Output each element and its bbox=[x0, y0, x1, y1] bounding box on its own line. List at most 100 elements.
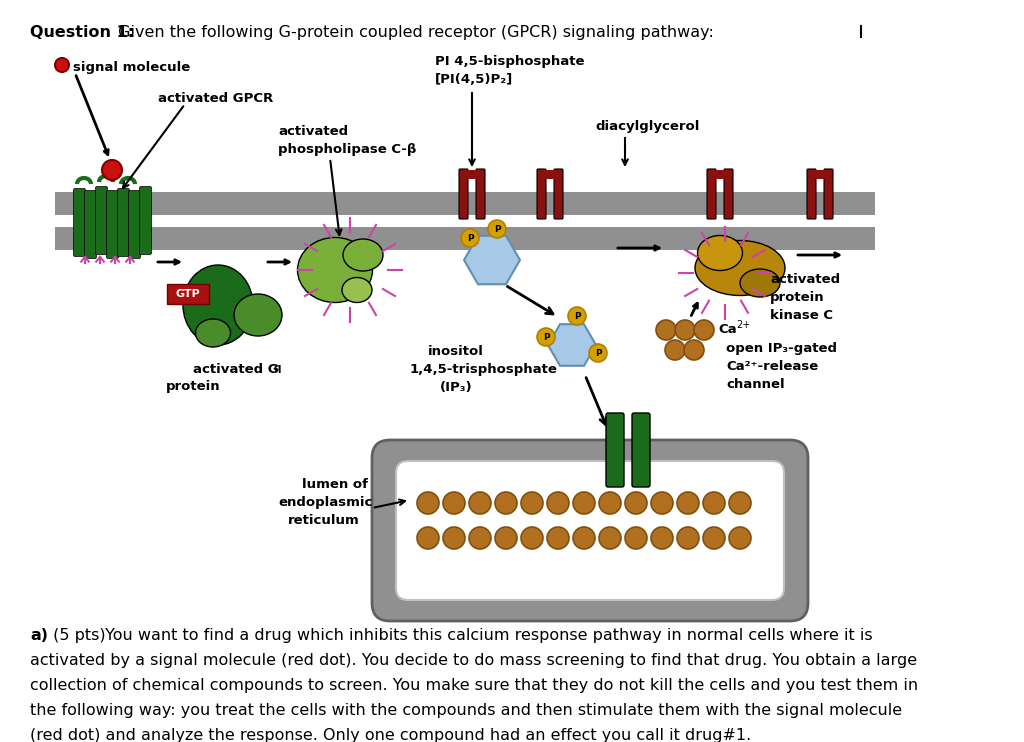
Circle shape bbox=[461, 229, 479, 247]
FancyBboxPatch shape bbox=[632, 413, 650, 487]
Text: q: q bbox=[273, 363, 281, 373]
Text: protein: protein bbox=[770, 291, 824, 304]
Text: activated: activated bbox=[770, 273, 840, 286]
Polygon shape bbox=[548, 324, 596, 366]
Circle shape bbox=[495, 527, 517, 549]
FancyBboxPatch shape bbox=[824, 169, 833, 219]
FancyBboxPatch shape bbox=[167, 284, 209, 304]
Text: channel: channel bbox=[726, 378, 784, 391]
Circle shape bbox=[521, 527, 543, 549]
Circle shape bbox=[417, 527, 439, 549]
Ellipse shape bbox=[298, 237, 373, 303]
FancyBboxPatch shape bbox=[707, 169, 716, 219]
Text: protein: protein bbox=[166, 380, 220, 393]
Circle shape bbox=[599, 492, 621, 514]
Circle shape bbox=[55, 58, 69, 72]
Text: reticulum: reticulum bbox=[288, 514, 359, 527]
FancyBboxPatch shape bbox=[128, 191, 140, 258]
FancyBboxPatch shape bbox=[459, 169, 468, 219]
Text: P: P bbox=[595, 349, 601, 358]
Circle shape bbox=[651, 527, 673, 549]
Circle shape bbox=[625, 527, 647, 549]
FancyBboxPatch shape bbox=[396, 461, 784, 600]
Circle shape bbox=[568, 307, 586, 325]
FancyBboxPatch shape bbox=[95, 186, 108, 255]
Circle shape bbox=[417, 492, 439, 514]
Text: 1,4,5-trisphosphate: 1,4,5-trisphosphate bbox=[410, 363, 558, 376]
Text: [PI(4,5)P₂]: [PI(4,5)P₂] bbox=[435, 73, 513, 86]
Circle shape bbox=[443, 527, 465, 549]
Text: P: P bbox=[467, 234, 473, 243]
Text: activated by a signal molecule (red dot). You decide to do mass screening to fin: activated by a signal molecule (red dot)… bbox=[30, 653, 918, 668]
Text: You want to find a drug which inhibits this calcium response pathway in normal c: You want to find a drug which inhibits t… bbox=[100, 628, 872, 643]
Text: open IP₃-gated: open IP₃-gated bbox=[726, 342, 837, 355]
Circle shape bbox=[599, 527, 621, 549]
Circle shape bbox=[547, 527, 569, 549]
Bar bbox=[538, 170, 562, 179]
FancyBboxPatch shape bbox=[606, 413, 624, 487]
Circle shape bbox=[651, 492, 673, 514]
Circle shape bbox=[729, 527, 751, 549]
Ellipse shape bbox=[196, 319, 230, 347]
FancyBboxPatch shape bbox=[554, 169, 563, 219]
FancyBboxPatch shape bbox=[476, 169, 485, 219]
Circle shape bbox=[537, 328, 555, 346]
Bar bbox=[808, 170, 831, 179]
Circle shape bbox=[102, 160, 122, 180]
FancyBboxPatch shape bbox=[85, 191, 96, 258]
FancyBboxPatch shape bbox=[74, 188, 85, 257]
Text: Ca: Ca bbox=[718, 323, 736, 336]
Bar bbox=[55, 215, 874, 227]
Bar bbox=[708, 170, 732, 179]
Ellipse shape bbox=[343, 239, 383, 271]
Text: endoplasmic: endoplasmic bbox=[278, 496, 373, 509]
Ellipse shape bbox=[342, 278, 372, 303]
Bar bbox=[55, 192, 874, 215]
Circle shape bbox=[547, 492, 569, 514]
Ellipse shape bbox=[697, 235, 742, 271]
Circle shape bbox=[589, 344, 607, 362]
Polygon shape bbox=[464, 236, 520, 284]
Text: activated: activated bbox=[278, 125, 348, 138]
Circle shape bbox=[684, 340, 705, 360]
FancyBboxPatch shape bbox=[118, 188, 129, 257]
Circle shape bbox=[495, 492, 517, 514]
Ellipse shape bbox=[183, 265, 253, 345]
Text: Given the following G-protein coupled receptor (GPCR) signaling pathway:: Given the following G-protein coupled re… bbox=[113, 25, 714, 40]
Circle shape bbox=[469, 492, 490, 514]
Text: signal molecule: signal molecule bbox=[73, 61, 190, 74]
Circle shape bbox=[443, 492, 465, 514]
Circle shape bbox=[625, 492, 647, 514]
Text: a): a) bbox=[30, 628, 48, 643]
Text: inositol: inositol bbox=[428, 345, 484, 358]
FancyBboxPatch shape bbox=[372, 440, 808, 621]
Text: the following way: you treat the cells with the compounds and then stimulate the: the following way: you treat the cells w… bbox=[30, 703, 902, 718]
Text: activated GPCR: activated GPCR bbox=[158, 92, 273, 105]
Ellipse shape bbox=[740, 269, 780, 297]
FancyBboxPatch shape bbox=[139, 186, 152, 255]
Text: P: P bbox=[543, 333, 549, 342]
FancyBboxPatch shape bbox=[106, 191, 119, 258]
Text: collection of chemical compounds to screen. You make sure that they do not kill : collection of chemical compounds to scre… bbox=[30, 678, 919, 693]
Circle shape bbox=[521, 492, 543, 514]
Text: activated G: activated G bbox=[193, 363, 279, 376]
Text: Question 1:: Question 1: bbox=[30, 25, 134, 40]
Circle shape bbox=[677, 492, 699, 514]
Text: P: P bbox=[573, 312, 581, 321]
Circle shape bbox=[665, 340, 685, 360]
Text: (IP₃): (IP₃) bbox=[440, 381, 473, 394]
Circle shape bbox=[677, 527, 699, 549]
Circle shape bbox=[573, 492, 595, 514]
Text: GTP: GTP bbox=[176, 289, 201, 299]
Circle shape bbox=[729, 492, 751, 514]
Text: diacylglycerol: diacylglycerol bbox=[595, 120, 699, 133]
Text: lumen of: lumen of bbox=[302, 478, 368, 491]
Text: P: P bbox=[494, 225, 501, 234]
Ellipse shape bbox=[695, 240, 785, 295]
FancyBboxPatch shape bbox=[807, 169, 816, 219]
Text: phospholipase C-β: phospholipase C-β bbox=[278, 143, 417, 156]
Text: PI 4,5-bisphosphate: PI 4,5-bisphosphate bbox=[435, 55, 585, 68]
Circle shape bbox=[694, 320, 714, 340]
Text: kinase C: kinase C bbox=[770, 309, 833, 322]
Bar bbox=[55, 227, 874, 250]
